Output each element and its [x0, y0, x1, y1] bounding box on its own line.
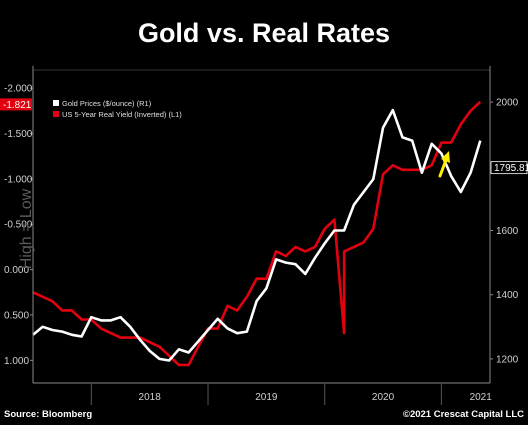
- right-tick-label: 1200: [496, 354, 519, 365]
- right-last-value-label: 1795.81: [494, 163, 528, 174]
- left-tick-label: -1.000: [4, 174, 33, 185]
- legend-label-yield: US 5-Year Real Yield (Inverted) (L1): [62, 110, 182, 119]
- x-tick-label: 2018: [139, 392, 162, 403]
- right-tick-label: 1600: [496, 226, 519, 237]
- left-tick-label: -1.500: [4, 129, 33, 140]
- legend-swatch-yield: [53, 111, 59, 117]
- right-last-value-badge: [490, 161, 528, 175]
- left-last-value-badge: [0, 98, 32, 111]
- left-last-value-label: -1.821: [3, 100, 32, 111]
- footer-source: Source: Bloomberg: [4, 409, 93, 420]
- legend-swatch-gold: [53, 100, 59, 106]
- series-line-real-yield: [32, 100, 482, 367]
- up-arrow-icon: [438, 151, 450, 178]
- left-tick-label: -0.500: [4, 220, 33, 231]
- right-tick-label: 1400: [496, 290, 519, 301]
- footer-copyright: ©2021 Crescat Capital LLC: [402, 409, 524, 420]
- x-tick-label: 2020: [372, 392, 395, 403]
- x-tick-label: 2021: [470, 392, 493, 403]
- left-axis-title: High = Low: [18, 188, 35, 270]
- left-tick-label: 0.500: [4, 310, 29, 321]
- series-line-gold: [32, 108, 482, 362]
- left-tick-label: -2.000: [4, 84, 33, 95]
- x-tick-label: 2019: [255, 392, 278, 403]
- right-tick-label: 2000: [496, 98, 519, 109]
- left-tick-label: 1.000: [4, 356, 29, 367]
- left-tick-label: 0.000: [4, 265, 29, 276]
- chart-title: Gold vs. Real Rates: [137, 18, 391, 48]
- legend-label-gold: Gold Prices ($/ounce) (R1): [62, 99, 152, 108]
- legend-box: [50, 96, 205, 122]
